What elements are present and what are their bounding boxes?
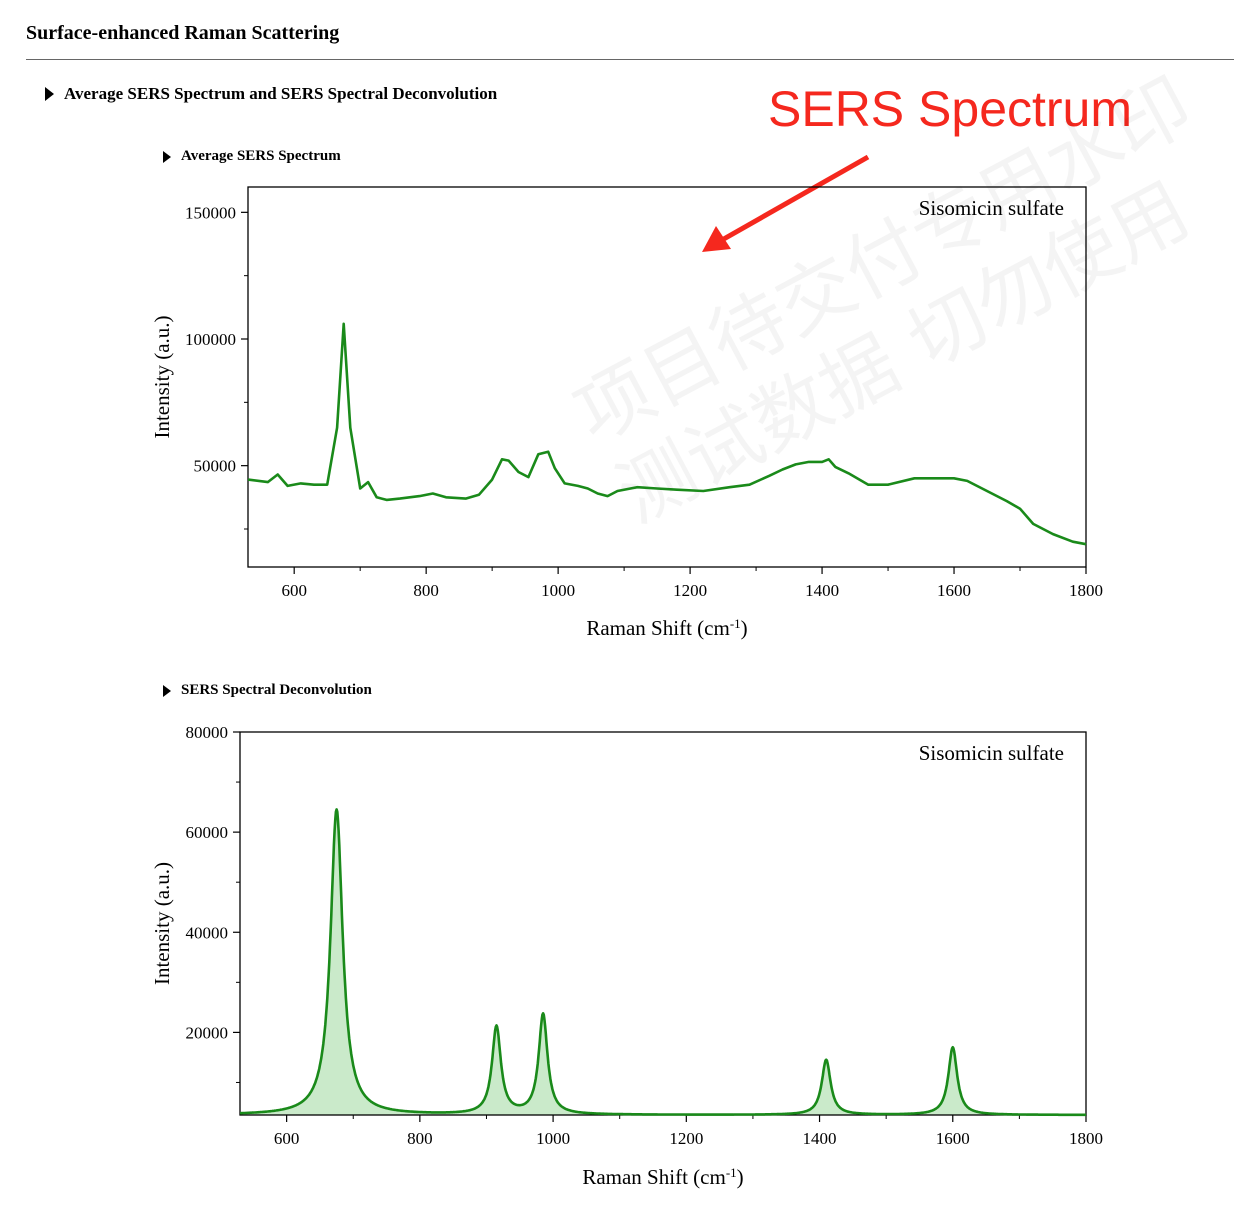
x-tick-label: 1200 [673,581,707,600]
x-axis-title: Raman Shift (cm-1) [582,1165,743,1190]
x-tick-label: 1000 [541,581,575,600]
subsection-label-deconvolution: SERS Spectral Deconvolution [181,682,372,698]
y-tick-label: 60000 [186,823,229,842]
x-tick-label: 1000 [536,1129,570,1148]
x-axis-title-main: Raman Shift (cm [582,1165,725,1189]
title-divider [26,59,1234,60]
tick-group: 600 800 1000 1200 1400 1600 1800 50000 100000 150… [185,203,1103,600]
x-tick-label: 1400 [805,581,839,600]
series-area-fill [240,809,1086,1115]
chart-frame [239,731,1087,1116]
y-tick-label: 40000 [186,923,229,942]
x-tick-label: 1800 [1069,1129,1103,1148]
legend-entry: Sisomicin sulfate [919,196,1064,220]
triangle-right-icon [163,684,171,697]
series-line [239,808,1087,1117]
x-axis-title-sup: -1 [730,616,741,631]
x-axis-title: Raman Shift (cm-1) [586,616,747,641]
x-tick-label: 1600 [937,581,971,600]
subsection-heading-deconvolution[interactable]: SERS Spectral Deconvolution [163,682,372,699]
x-tick-label: 1800 [1069,581,1103,600]
subsection-heading-average[interactable]: Average SERS Spectrum [163,148,341,165]
y-tick-label: 50000 [194,457,237,476]
chart-frame [247,186,1087,568]
section-heading-label: Average SERS Spectrum and SERS Spectral … [64,84,498,103]
y-axis-title: Intensity (a.u.) [150,315,174,438]
triangle-right-icon [163,150,171,163]
x-axis-title-end: ) [737,1165,744,1189]
x-axis-title-end: ) [741,616,748,640]
annotation-arrow-icon [702,154,870,252]
x-tick-label: 600 [274,1129,300,1148]
y-axis-title: Intensity (a.u.) [150,862,174,985]
x-tick-label: 1600 [936,1129,970,1148]
y-tick-label: 150000 [185,203,236,222]
sers-spectrum-annotation: SERS Spectrum [768,81,1133,137]
y-tick-label: 80000 [186,723,229,742]
y-tick-label: 20000 [186,1023,229,1042]
x-axis-title-main: Raman Shift (cm [586,616,729,640]
page-title: Surface-enhanced Raman Scattering [26,22,340,44]
section-heading[interactable]: Average SERS Spectrum and SERS Spectral … [45,84,497,104]
series-line [247,322,1087,546]
tick-group: 600 800 1000 1200 1400 1600 1800 20000 40000 6000… [186,723,1104,1148]
legend-entry: Sisomicin sulfate [919,741,1064,765]
x-tick-label: 800 [413,581,439,600]
x-tick-label: 1200 [669,1129,703,1148]
average-spectrum-chart: 600 800 1000 1200 1400 1600 1800 50000 100000 150… [150,186,1103,641]
y-tick-label: 100000 [185,330,236,349]
x-tick-label: 600 [281,581,307,600]
x-tick-label: 800 [407,1129,433,1148]
x-tick-label: 1400 [803,1129,837,1148]
triangle-right-icon [45,87,54,101]
deconvolution-chart: 600 800 1000 1200 1400 1600 1800 20000 40000 6000… [150,723,1103,1189]
x-axis-title-sup: -1 [726,1165,737,1180]
subsection-label-average: Average SERS Spectrum [181,148,341,164]
